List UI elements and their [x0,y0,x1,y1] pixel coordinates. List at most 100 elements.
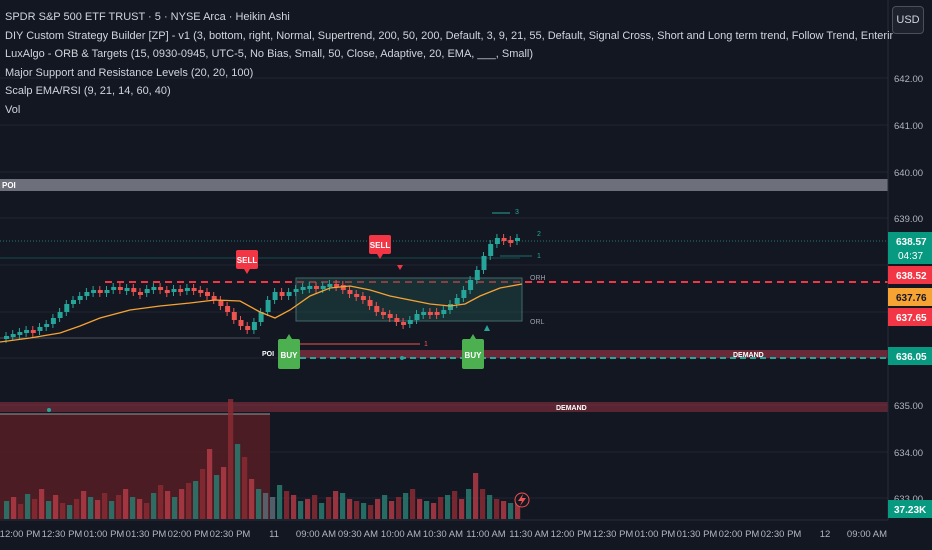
time-tick: 10:00 AM [381,529,421,540]
target-1: 1 [537,253,541,260]
price-tick-641: 641.00 [894,121,923,132]
lightning-icon[interactable] [514,492,530,508]
candle-body [327,284,333,287]
candle-body [124,288,130,291]
sell-signal-2[interactable]: SELL [369,235,391,259]
candle-body [225,306,231,312]
volume-bar [480,489,486,519]
sell-signal-1[interactable]: SELL [236,250,258,274]
candle-body [441,310,447,314]
candle-body [347,290,353,294]
candle-body [374,306,380,312]
candle-body [64,304,70,312]
candle-body [77,296,83,300]
candle-body [448,304,453,310]
candle-body [144,289,150,293]
volume-bar [228,399,234,519]
price-axis[interactable]: 642.00 641.00 640.00 639.00 635.00 634.0… [887,0,932,520]
time-tick: 01:00 PM [84,529,125,540]
candle-body [494,238,500,244]
buy-signal-1[interactable]: BUY [278,334,300,369]
svg-text:SELL: SELL [237,256,258,265]
volume-bar [60,503,66,519]
candle-body [461,290,467,298]
volume-bar [340,493,346,519]
candle-body [44,324,50,327]
candle-body [184,288,190,291]
time-tick: 12:30 PM [42,529,83,540]
demand-label-1: DEMAND [733,352,764,359]
volume-bar [46,501,52,519]
volume-bar [214,475,220,519]
price-tick-635: 635.00 [894,401,923,412]
time-tick: 12:30 PM [593,529,634,540]
countdown-label: 04:37 [898,251,923,262]
volume-bar [515,497,521,519]
candle-body [50,318,56,324]
candle-body [104,290,110,293]
candle-body [258,312,264,322]
volume-bar [333,491,339,519]
volume-bar [102,493,108,519]
candle-body [434,312,440,315]
volume-bar [368,505,374,519]
indicator-diy-strategy[interactable]: DIY Custom Strategy Builder [ZP] - v1 (3… [5,29,893,42]
time-tick: 09:30 AM [338,529,378,540]
volume-bar [424,501,430,519]
volume-bar [53,495,59,519]
candle-body [4,336,9,339]
volume-bar [193,481,199,519]
time-axis[interactable]: 12:00 PM 12:30 PM 01:00 PM 01:30 PM 02:00 PM… [0,519,932,550]
time-tick: 01:00 PM [635,529,676,540]
candle-body [293,289,299,292]
time-tick: 10:30 AM [423,529,463,540]
volume-bar [396,497,402,519]
volume-bar [123,489,129,519]
candle-body [164,290,170,293]
volume-bar [284,491,290,519]
volume-bar [186,483,192,519]
demand-zone-1 [300,350,888,358]
symbol-title[interactable]: SPDR S&P 500 ETF TRUST · 5 · NYSE Arca ·… [5,11,290,23]
volume-bar [67,505,73,519]
red-level-label: 638.52 [896,271,927,282]
volume-bar [11,497,17,519]
candle-body [97,290,103,293]
volume-label: 37.23K [894,505,927,516]
candles [4,234,520,343]
indicator-luxalgo-orb[interactable]: LuxAlgo - ORB & Targets (15, 0930-0945, … [5,48,534,60]
candle-body [354,294,360,297]
volume-bar [326,497,332,519]
demand-label-2: DEMAND [556,405,587,412]
target-3: 3 [515,209,519,216]
volume-bar [270,497,276,519]
time-tick: 02:30 PM [210,529,251,540]
candle-body [57,312,63,318]
candle-body [314,286,319,289]
candle-body [91,290,97,293]
time-tick: 01:30 PM [677,529,718,540]
time-tick: 02:00 PM [168,529,209,540]
candle-body [300,287,306,290]
price-tick-639: 639.00 [894,214,923,225]
candle-body [178,289,184,292]
red-level-2-label: 637.65 [896,313,927,324]
indicator-volume[interactable]: Vol [5,103,21,116]
candle-body [421,312,427,315]
candle-body [508,240,514,243]
time-tick: 11:30 AM [509,529,549,540]
volume-bar [389,501,395,519]
volume-bar [144,503,150,519]
volume-bar [438,497,444,519]
time-tick: 09:00 AM [847,529,887,540]
indicator-support-resistance[interactable]: Major Support and Resistance Levels (20,… [5,66,254,79]
candle-body [17,332,23,335]
volume-bar [172,497,178,519]
time-tick: 09:00 AM [296,529,336,540]
indicator-scalp-ema-rsi[interactable]: Scalp EMA/RSI (9, 21, 14, 60, 40) [5,85,171,97]
poi-label-lower: POI [262,351,274,358]
volume-bar [445,495,451,519]
currency-button[interactable]: USD [892,6,924,34]
buy-signal-2[interactable]: BUY [462,334,484,369]
